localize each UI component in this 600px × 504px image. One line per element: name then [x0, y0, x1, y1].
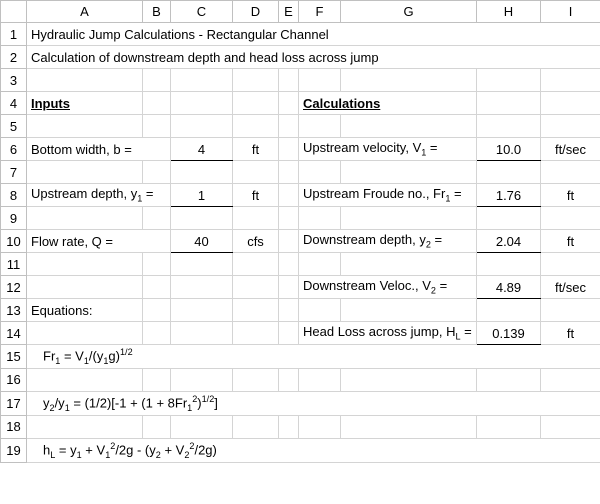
col-B[interactable]: B	[143, 1, 171, 23]
value-V1[interactable]: 10.0	[477, 138, 541, 161]
row-13[interactable]: 13	[1, 299, 27, 322]
label-upstream-depth[interactable]: Upstream depth, y1 =	[27, 184, 171, 207]
value-Q[interactable]: 40	[171, 230, 233, 253]
label-upstream-froude[interactable]: Upstream Froude no., Fr1 =	[299, 184, 477, 207]
row-17[interactable]: 17	[1, 391, 27, 415]
label-downstream-depth[interactable]: Downstream depth, y2 =	[299, 230, 477, 253]
label-equations[interactable]: Equations:	[27, 299, 143, 322]
unit-y2[interactable]: ft	[541, 230, 600, 253]
value-b[interactable]: 4	[171, 138, 233, 161]
equation-3[interactable]: hL = y1 + V12/2g - (y2 + V22/2g)	[27, 438, 600, 462]
label-flow-rate[interactable]: Flow rate, Q =	[27, 230, 171, 253]
calc-header[interactable]: Calculations	[299, 92, 477, 115]
unit-Q[interactable]: cfs	[233, 230, 279, 253]
label-bottom-width[interactable]: Bottom width, b =	[27, 138, 171, 161]
col-G[interactable]: G	[341, 1, 477, 23]
label-upstream-vel[interactable]: Upstream velocity, V1 =	[299, 138, 477, 161]
row-5[interactable]: 5	[1, 115, 27, 138]
row-3[interactable]: 3	[1, 69, 27, 92]
unit-V1[interactable]: ft/sec	[541, 138, 600, 161]
title-1[interactable]: Hydraulic Jump Calculations - Rectangula…	[27, 23, 600, 46]
row-8[interactable]: 8	[1, 184, 27, 207]
equation-2[interactable]: y2/y1 = (1/2)[-1 + (1 + 8Fr12)1/2]	[27, 391, 600, 415]
row-16[interactable]: 16	[1, 368, 27, 391]
row-6[interactable]: 6	[1, 138, 27, 161]
value-Fr1[interactable]: 1.76	[477, 184, 541, 207]
row-12[interactable]: 12	[1, 276, 27, 299]
row-14[interactable]: 14	[1, 322, 27, 345]
row-18[interactable]: 18	[1, 415, 27, 438]
title-2[interactable]: Calculation of downstream depth and head…	[27, 46, 600, 69]
unit-b[interactable]: ft	[233, 138, 279, 161]
row-7[interactable]: 7	[1, 161, 27, 184]
row-10[interactable]: 10	[1, 230, 27, 253]
column-header-row: A B C D E F G H I	[1, 1, 600, 23]
row-11[interactable]: 11	[1, 253, 27, 276]
unit-Fr1[interactable]: ft	[541, 184, 600, 207]
spreadsheet: A B C D E F G H I 1 Hydraulic Jump Calcu…	[0, 0, 600, 463]
row-19[interactable]: 19	[1, 438, 27, 462]
row-2[interactable]: 2	[1, 46, 27, 69]
value-y1[interactable]: 1	[171, 184, 233, 207]
col-A[interactable]: A	[27, 1, 143, 23]
col-D[interactable]: D	[233, 1, 279, 23]
row-1[interactable]: 1	[1, 23, 27, 46]
unit-y1[interactable]: ft	[233, 184, 279, 207]
cell[interactable]	[27, 69, 143, 92]
unit-HL[interactable]: ft	[541, 322, 600, 345]
col-H[interactable]: H	[477, 1, 541, 23]
value-V2[interactable]: 4.89	[477, 276, 541, 299]
label-head-loss[interactable]: Head Loss across jump, HL =	[299, 322, 477, 345]
col-I[interactable]: I	[541, 1, 600, 23]
row-9[interactable]: 9	[1, 207, 27, 230]
col-C[interactable]: C	[171, 1, 233, 23]
col-E[interactable]: E	[279, 1, 299, 23]
label-downstream-vel[interactable]: Downstream Veloc., V2 =	[299, 276, 477, 299]
col-F[interactable]: F	[299, 1, 341, 23]
value-y2[interactable]: 2.04	[477, 230, 541, 253]
equation-1[interactable]: Fr1 = V1/(y1g)1/2	[27, 345, 600, 369]
inputs-header[interactable]: Inputs	[27, 92, 143, 115]
row-15[interactable]: 15	[1, 345, 27, 369]
value-HL[interactable]: 0.139	[477, 322, 541, 345]
corner-cell	[1, 1, 27, 23]
row-4[interactable]: 4	[1, 92, 27, 115]
unit-V2[interactable]: ft/sec	[541, 276, 600, 299]
